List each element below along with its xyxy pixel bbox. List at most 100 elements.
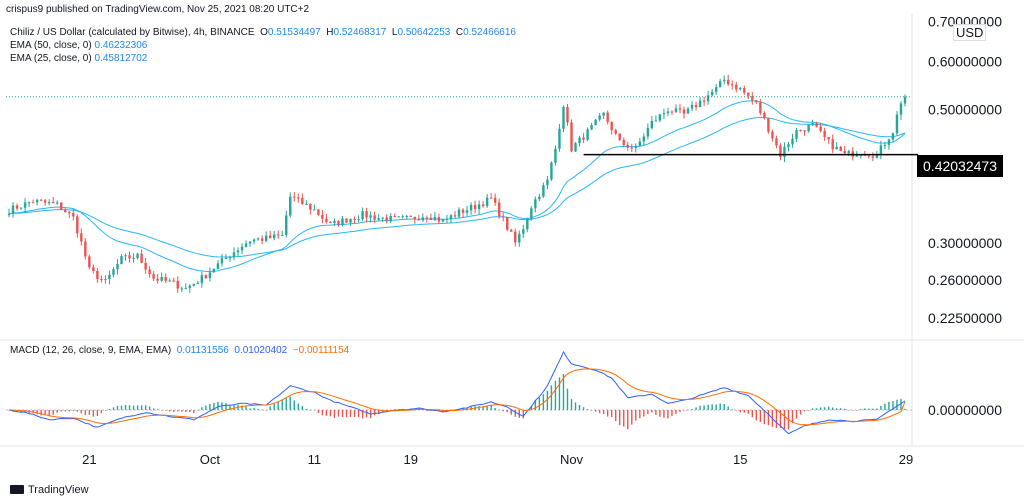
candle-body (285, 215, 288, 235)
macd-legend[interactable]: MACD (12, 26, close, 9, EMA, EMA) 0.0113… (10, 345, 350, 356)
candle (84, 238, 87, 260)
macd-histogram-bar (610, 410, 613, 418)
candle-body (305, 203, 308, 205)
candle-body (421, 217, 425, 221)
macd-histogram-bar (349, 410, 352, 417)
candle-body (847, 151, 850, 154)
candle-body (15, 205, 19, 209)
candle-body (76, 216, 79, 234)
macd-histogram-bar (265, 410, 267, 411)
candle-body (546, 179, 549, 186)
candlesticks[interactable] (7, 74, 907, 293)
candle-body (586, 129, 589, 140)
macd-histogram-bar (574, 402, 577, 410)
macd-histogram-bar (181, 410, 183, 412)
macd-histogram-bar (598, 410, 601, 414)
candle-body (542, 185, 545, 197)
macd-histogram-bar (189, 410, 191, 412)
candle (72, 208, 75, 221)
candle (481, 200, 485, 208)
ema25-legend[interactable]: EMA (25, close, 0) 0.45812702 (10, 53, 148, 64)
candle-body (530, 208, 533, 219)
candle-body (791, 138, 794, 145)
macd-histogram-bar (144, 405, 147, 410)
candle (128, 251, 131, 263)
candle (385, 214, 388, 224)
candle-body (855, 155, 858, 157)
candle (506, 216, 509, 232)
macd-pane[interactable] (6, 350, 912, 435)
macd-histogram-bar (719, 403, 721, 410)
candle (212, 268, 216, 273)
candle (694, 101, 698, 111)
candle (152, 271, 155, 282)
ema50-legend[interactable]: EMA (50, close, 0) 0.46232306 (10, 40, 148, 51)
macd-histogram-bar (337, 410, 340, 417)
symbol-title: Chiliz / US Dollar (calculated by Bitwis… (10, 27, 255, 38)
macd-histogram-bar (590, 410, 593, 411)
candle (461, 208, 465, 218)
brand-name: TradingView (28, 484, 89, 496)
candle (530, 206, 533, 221)
candle-body (188, 285, 192, 288)
candle-body (686, 108, 690, 114)
candle (602, 112, 605, 119)
candle-body (767, 118, 770, 132)
candle (574, 142, 577, 153)
candle (349, 218, 352, 226)
candle-body (823, 130, 826, 137)
candle (172, 277, 175, 283)
candle (100, 275, 103, 283)
tradingview-logo-icon (10, 485, 24, 494)
macd-histogram-bar (297, 403, 299, 410)
candle (39, 198, 43, 201)
candle (783, 142, 786, 163)
candle-body (867, 155, 871, 157)
candle (811, 119, 814, 127)
candle-body (554, 148, 557, 163)
high-value: 0.52468317 (333, 27, 387, 38)
candle-body (706, 95, 710, 102)
candle (731, 80, 734, 90)
candle-body (272, 234, 276, 239)
candle (598, 113, 601, 122)
macd-histogram-bar (655, 410, 657, 415)
candle-body (309, 203, 312, 210)
candle-body (276, 234, 280, 236)
macd-histogram-bar (823, 407, 826, 410)
candle-body (783, 147, 786, 158)
macd-histogram-bar (317, 410, 320, 413)
macd-histogram-bar (880, 405, 882, 410)
candle (714, 83, 718, 95)
candle (361, 207, 364, 222)
currency-label[interactable]: USD (953, 24, 987, 41)
candle-body (7, 213, 11, 216)
candle-body (610, 121, 613, 131)
candle-body (899, 103, 903, 115)
macd-histogram-bar (538, 397, 541, 410)
candle (176, 276, 179, 293)
symbol-legend[interactable]: Chiliz / US Dollar (calculated by Bitwis… (10, 27, 516, 38)
macd-histogram-bar (225, 403, 227, 410)
candle-body (208, 272, 212, 278)
candle (397, 216, 400, 218)
candle-body (353, 218, 356, 220)
macd-histogram-bar (562, 374, 565, 410)
macd-histogram-bar (100, 410, 103, 414)
macd-histogram-bar (193, 410, 195, 414)
candle-body (96, 271, 99, 279)
candle-body (19, 207, 23, 209)
macd-histogram-bar (522, 410, 524, 419)
candle (401, 214, 404, 219)
macd-histogram-bar (900, 398, 902, 410)
candle (710, 88, 714, 97)
candle-body (112, 269, 115, 275)
candle (140, 249, 143, 264)
candle (453, 211, 457, 219)
candle (449, 214, 453, 224)
candle-body (349, 218, 352, 223)
time-tick-label: Nov (560, 452, 584, 467)
tradingview-brand[interactable]: TradingView (10, 484, 89, 496)
candle (309, 203, 312, 215)
candle (313, 204, 316, 211)
